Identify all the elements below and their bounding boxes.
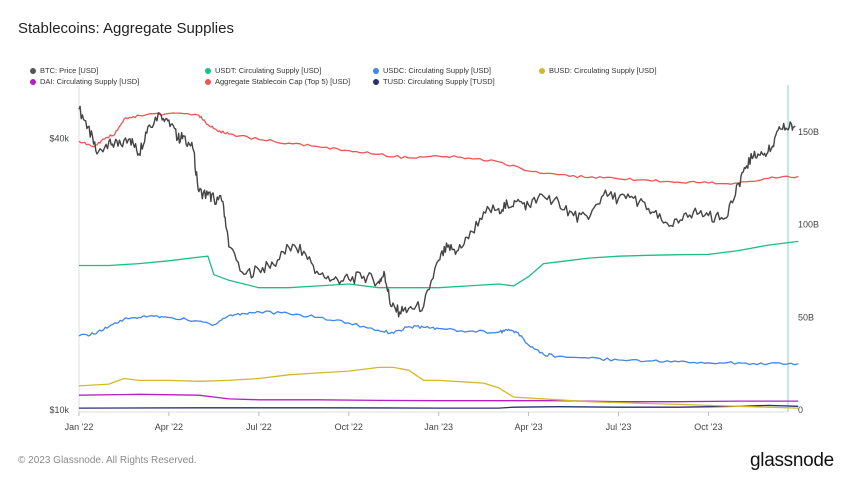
x-tick-label: Jul '23 [606, 422, 632, 432]
legend-dot-aggregate [205, 78, 211, 85]
legend-item-dai[interactable]: DAI: Circulating Supply [USD] [30, 77, 139, 86]
glassnode-logo: glassnode [750, 450, 834, 471]
legend-dot-usdc [373, 67, 379, 74]
x-tick-label: Apr '23 [514, 422, 542, 432]
right-tick-label: 0 [798, 405, 803, 415]
legend-item-usdc[interactable]: USDC: Circulating Supply [USD] [373, 66, 491, 75]
series-line-usdc [78, 310, 799, 366]
x-tick-label: Oct '23 [694, 422, 722, 432]
legend-label-usdt: USDT: Circulating Supply [USD] [215, 66, 322, 75]
legend-dot-dai [30, 78, 36, 85]
series-line-tusd [78, 404, 799, 409]
x-tick-label: Jul '22 [246, 422, 272, 432]
legend-item-btc[interactable]: BTC: Price [USD] [30, 66, 98, 75]
left-tick-label: $40k [49, 134, 69, 144]
x-tick-label: Oct '22 [335, 422, 363, 432]
legend-label-usdc: USDC: Circulating Supply [USD] [383, 66, 491, 75]
series-line-dai [78, 393, 799, 403]
legend-item-aggregate[interactable]: Aggregate Stablecoin Cap (Top 5) [USD] [205, 77, 350, 86]
legend-dot-btc [30, 67, 36, 74]
legend-label-busd: BUSD: Circulating Supply [USD] [549, 66, 657, 75]
series-line-aggregate-stablecoin-cap-top-5-usd- [78, 112, 799, 185]
legend-dot-usdt [205, 67, 211, 74]
legend-label-dai: DAI: Circulating Supply [USD] [40, 77, 140, 86]
x-tick-label: Jan '23 [424, 422, 453, 432]
series-line-usdt [79, 240, 799, 289]
legend-item-busd[interactable]: BUSD: Circulating Supply [USD] [539, 66, 657, 75]
chart-title: Stablecoins: Aggregate Supplies [18, 20, 234, 37]
legend-label-btc: BTC: Price [USD] [40, 66, 99, 75]
copyright-text: © 2023 Glassnode. All Rights Reserved. [18, 455, 197, 466]
legend-dot-tusd [373, 78, 379, 85]
legend-item-tusd[interactable]: TUSD: Circulating Supply [TUSD] [373, 77, 495, 86]
legend-label-aggregate: Aggregate Stablecoin Cap (Top 5) [USD] [215, 77, 351, 86]
right-tick-label: 50B [798, 312, 814, 322]
right-tick-label: 150B [798, 127, 819, 137]
series-line-btc [78, 105, 796, 318]
legend-dot-busd [539, 67, 545, 74]
legend-item-usdt[interactable]: USDT: Circulating Supply [USD] [205, 66, 321, 75]
x-tick-label: Apr '22 [155, 422, 183, 432]
right-tick-label: 100B [798, 220, 819, 230]
series-line-busd [78, 366, 799, 409]
x-tick-label: Jan '22 [65, 422, 94, 432]
legend-label-tusd: TUSD: Circulating Supply [TUSD] [383, 77, 495, 86]
left-tick-label: $10k [49, 405, 69, 415]
